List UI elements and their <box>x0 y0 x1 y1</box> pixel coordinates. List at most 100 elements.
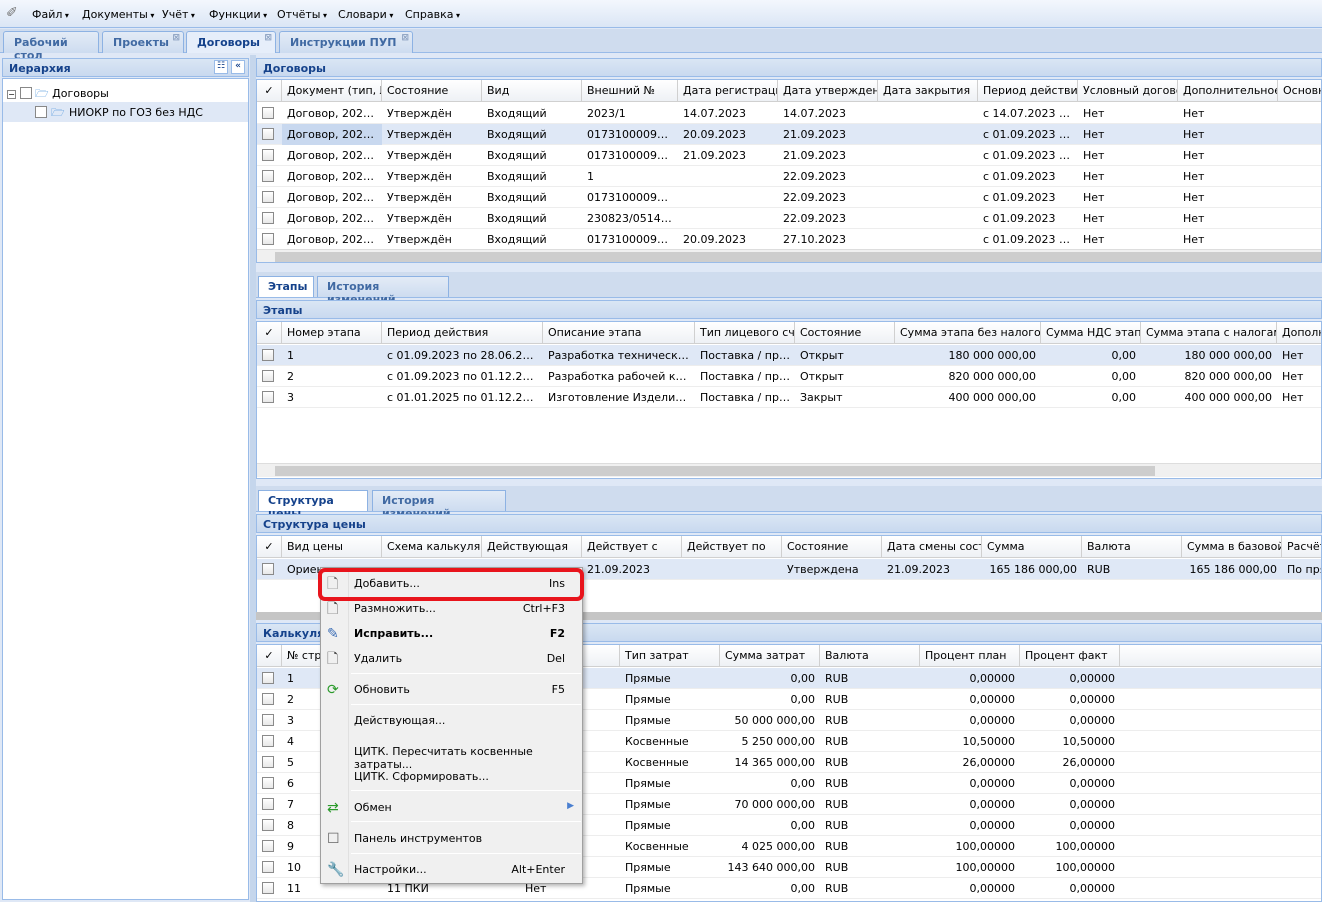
column-header[interactable]: Действует с <box>582 536 682 558</box>
scrollbar-thumb[interactable] <box>275 466 1155 476</box>
table-row[interactable]: 11 11 ПКИ Нет Прямые 0,00 RUB 0,00000 0,00000 <box>257 878 1321 899</box>
context-menu-item-1[interactable]: 🗋 Размножить... Ctrl+F3 <box>321 597 582 621</box>
horizontal-scrollbar[interactable] <box>257 249 1321 262</box>
row-checkbox[interactable] <box>262 798 274 810</box>
column-header[interactable]: Описание этапа <box>543 322 695 344</box>
collapse-icon[interactable]: « <box>231 60 245 74</box>
context-menu-item-8[interactable]: ⇄ Обмен ▶ <box>321 796 582 820</box>
select-all-check-icon[interactable]: ✓ <box>257 645 282 667</box>
row-checkbox[interactable] <box>262 370 274 382</box>
row-checkbox[interactable] <box>262 777 274 789</box>
binoculars-icon[interactable]: ☷ <box>214 60 228 74</box>
column-header[interactable]: Сумма НДС этапа <box>1041 322 1141 344</box>
tab-0[interactable]: Рабочий стол <box>3 31 99 62</box>
row-checkbox[interactable] <box>262 840 274 852</box>
table-row[interactable]: Договор, 2023/... Утверждён Входящий 1 22.09… <box>257 166 1321 187</box>
table-row[interactable]: Договор, 2023/... Утверждён Входящий 2023/1… <box>257 103 1321 124</box>
column-header[interactable]: Состояние <box>782 536 882 558</box>
column-header[interactable]: Дополнительное с <box>1178 80 1278 102</box>
subtab-1[interactable]: История изменений <box>317 276 449 306</box>
row-checkbox[interactable] <box>262 212 274 224</box>
menu-6[interactable]: Справка <box>405 8 460 21</box>
subtab-0[interactable]: Этапы <box>258 276 314 297</box>
column-header[interactable]: Действующая <box>482 536 582 558</box>
column-header[interactable]: Процент факт <box>1020 645 1120 667</box>
row-checkbox[interactable] <box>262 233 274 245</box>
table-row[interactable]: Договор, 2023/... Утверждён Входящий 017310… <box>257 187 1321 208</box>
checkbox[interactable] <box>35 106 47 118</box>
column-header[interactable]: Процент план <box>920 645 1020 667</box>
row-checkbox[interactable] <box>262 714 274 726</box>
column-header[interactable]: Схема калькуляци <box>382 536 482 558</box>
column-header[interactable]: Действует по <box>682 536 782 558</box>
table-row[interactable]: 6 Прямые 0,00 RUB 0,00000 0,00000 <box>257 773 1321 794</box>
close-tab-icon[interactable]: ⊠ <box>172 33 180 43</box>
column-header[interactable]: Период действия <box>382 322 543 344</box>
table-row[interactable]: Договор, 2023/... Утверждён Входящий 230823… <box>257 208 1321 229</box>
horizontal-scrollbar[interactable] <box>257 463 1321 477</box>
table-row[interactable]: 5 Косвенные 14 365 000,00 RUB 26,00000 26,000… <box>257 752 1321 773</box>
column-header[interactable]: Тип затрат <box>620 645 720 667</box>
tab-1[interactable]: Проекты ⊠ <box>102 31 184 53</box>
column-header[interactable]: Дата смены состоя <box>882 536 982 558</box>
context-menu-item-4[interactable]: ⟳ Обновить F5 <box>321 678 582 702</box>
column-header[interactable]: Состояние <box>382 80 482 102</box>
row-checkbox[interactable] <box>262 349 274 361</box>
row-checkbox[interactable] <box>262 735 274 747</box>
row-checkbox[interactable] <box>262 819 274 831</box>
row-checkbox[interactable] <box>262 170 274 182</box>
column-header[interactable]: Документ (тип, № <box>282 80 382 102</box>
row-checkbox[interactable] <box>262 693 274 705</box>
row-checkbox[interactable] <box>262 672 274 684</box>
checkbox[interactable] <box>19 87 32 99</box>
splitter[interactable] <box>250 55 256 902</box>
context-menu-item-2[interactable]: ✎ Исправить... F2 <box>321 622 582 646</box>
column-header[interactable]: Сумма в базовой в <box>1182 536 1282 558</box>
table-row[interactable]: 4 Косвенные 5 250 000,00 RUB 10,50000 10,5000… <box>257 731 1321 752</box>
row-checkbox[interactable] <box>262 882 274 894</box>
tree-node-root[interactable]: − 🗁 Договоры <box>7 85 109 104</box>
splitter[interactable] <box>256 612 1322 620</box>
column-header[interactable] <box>520 645 620 667</box>
column-header[interactable]: Сумма этапа с налогами <box>1141 322 1277 344</box>
column-header[interactable]: Вид <box>482 80 582 102</box>
subtab-1[interactable]: История изменений <box>372 490 506 520</box>
close-tab-icon[interactable]: ⊠ <box>401 33 409 43</box>
column-header[interactable]: Внешний № <box>582 80 678 102</box>
row-checkbox[interactable] <box>262 191 274 203</box>
context-menu-item-6[interactable]: ЦИТК. Пересчитать косвенные затраты... <box>321 740 582 771</box>
column-header[interactable]: Сумма <box>982 536 1082 558</box>
scrollbar-thumb[interactable] <box>275 252 1321 262</box>
menu-4[interactable]: Отчёты <box>277 8 327 21</box>
tab-3[interactable]: Инструкции ПУП ⊠ <box>279 31 413 53</box>
table-row[interactable]: 7 Прямые 70 000 000,00 RUB 0,00000 0,00000 <box>257 794 1321 815</box>
context-menu-item-0[interactable]: 🗋 Добавить... Ins <box>321 572 582 596</box>
column-header[interactable]: Расчёт <box>1282 536 1321 558</box>
column-header[interactable]: Дата утверждения <box>778 80 878 102</box>
column-header[interactable]: Сумма затрат <box>720 645 820 667</box>
select-all-check-icon[interactable]: ✓ <box>257 536 282 558</box>
table-row[interactable]: 2 Прямые 0,00 RUB 0,00000 0,00000 <box>257 689 1321 710</box>
menu-3[interactable]: Функции <box>209 8 267 21</box>
column-header[interactable]: Вид цены <box>282 536 382 558</box>
column-header[interactable]: Тип лицевого счёт <box>695 322 795 344</box>
tab-2[interactable]: Договоры ⊠ <box>186 31 276 53</box>
close-tab-icon[interactable]: ⊠ <box>264 33 272 43</box>
table-row[interactable]: 10 Прямые 143 640 000,00 RUB 100,00000 100,00… <box>257 857 1321 878</box>
table-row[interactable]: Договор, 2023/... Утверждён Входящий 017310… <box>257 124 1321 145</box>
table-row[interactable]: Договор, 2023/... Утверждён Входящий 017310… <box>257 145 1321 166</box>
context-menu-item-7[interactable]: ЦИТК. Сформировать... <box>321 765 582 789</box>
table-row[interactable]: 9 Косвенные 4 025 000,00 RUB 100,00000 100,00… <box>257 836 1321 857</box>
context-menu-item-9[interactable]: ☐ Панель инструментов <box>321 827 582 851</box>
subtab-0[interactable]: Структура цены <box>258 490 368 520</box>
table-row[interactable]: 3 с 01.01.2025 по 01.12.2025 Изготовление … <box>257 387 1321 408</box>
column-header[interactable]: Сумма этапа без налогов <box>895 322 1041 344</box>
row-checkbox[interactable] <box>262 861 274 873</box>
select-all-check-icon[interactable]: ✓ <box>257 322 282 344</box>
column-header[interactable]: Состояние <box>795 322 895 344</box>
table-row[interactable]: 2 с 01.09.2023 по 01.12.2024 Разработка ра… <box>257 366 1321 387</box>
table-row[interactable]: 1 с 01.09.2023 по 28.06.2024 Разработка те… <box>257 345 1321 366</box>
menu-1[interactable]: Документы <box>82 8 154 21</box>
row-checkbox[interactable] <box>262 128 274 140</box>
column-header[interactable]: Условный договор <box>1078 80 1178 102</box>
